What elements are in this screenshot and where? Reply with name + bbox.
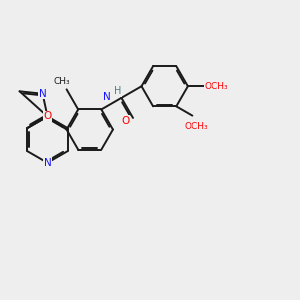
Text: O: O: [122, 116, 130, 126]
Text: N: N: [39, 89, 46, 99]
Text: OCH₃: OCH₃: [205, 82, 228, 91]
Text: OCH₃: OCH₃: [185, 122, 208, 130]
Text: CH₃: CH₃: [54, 77, 70, 86]
Text: O: O: [43, 111, 52, 122]
Text: N: N: [44, 158, 51, 168]
Text: N: N: [103, 92, 111, 102]
Text: H: H: [114, 86, 122, 96]
